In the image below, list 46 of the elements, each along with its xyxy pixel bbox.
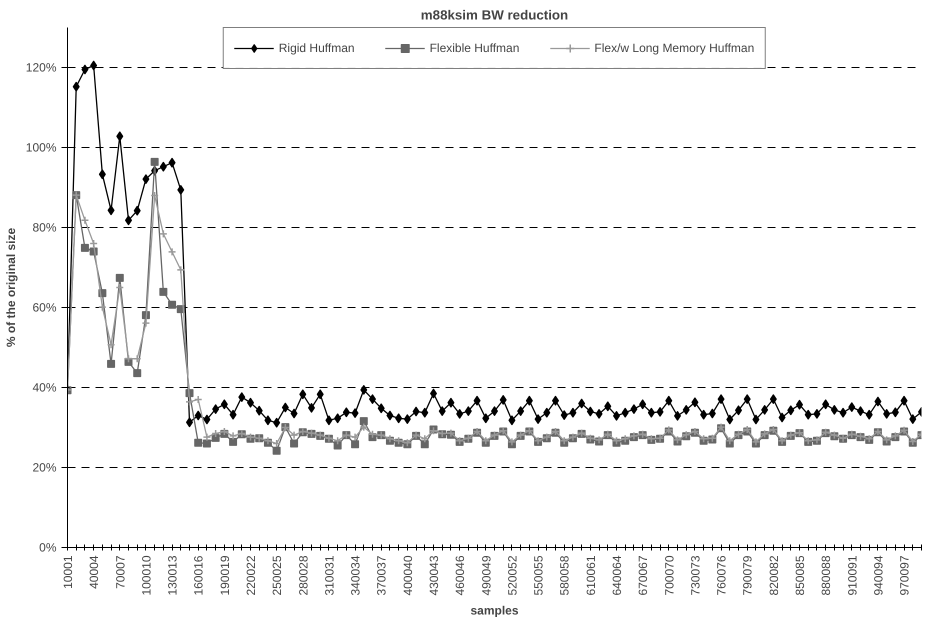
x-tick-label: 610061	[584, 555, 598, 596]
y-tick-label: 40%	[32, 380, 57, 394]
x-tick-label: 820082	[766, 555, 781, 596]
legend-label: Flexible Huffman	[430, 41, 520, 55]
y-axis-title: % of the original size	[4, 228, 18, 348]
x-tick-label: 10001	[61, 555, 75, 589]
x-tick-label: 340034	[348, 555, 363, 596]
x-tick-label: 910091	[845, 555, 860, 596]
x-tick-label: 790079	[740, 555, 755, 596]
y-tick-label: 80%	[32, 220, 57, 234]
x-tick-label: 640064	[610, 555, 624, 596]
x-tick-label: 700070	[662, 555, 676, 596]
y-tick-label: 120%	[26, 60, 57, 74]
y-tick-label: 0%	[39, 540, 57, 554]
legend-label: Rigid Huffman	[278, 41, 355, 55]
x-axis-title: samples	[470, 604, 519, 618]
x-tick-label: 70007	[113, 555, 128, 589]
x-tick-label: 160016	[192, 555, 206, 596]
x-tick-label: 760076	[714, 555, 729, 596]
x-tick-label: 970097	[898, 555, 912, 596]
y-tick-label: 20%	[32, 460, 57, 474]
y-tick-label: 60%	[32, 300, 57, 314]
legend-label: Flex/w Long Memory Huffman	[594, 41, 754, 55]
x-tick-label: 250025	[270, 555, 284, 596]
x-tick-label: 940094	[871, 555, 886, 596]
x-tick-label: 190019	[218, 555, 232, 596]
x-tick-label: 730073	[688, 555, 702, 596]
x-tick-label: 220022	[244, 555, 258, 596]
x-tick-label: 520052	[505, 555, 520, 596]
x-tick-label: 100010	[139, 555, 154, 596]
x-tick-label: 370037	[374, 555, 389, 596]
x-tick-label: 430043	[427, 555, 441, 596]
x-tick-label: 880088	[819, 555, 834, 596]
x-tick-label: 310031	[322, 555, 336, 596]
x-tick-label: 550055	[532, 555, 546, 596]
y-tick-label: 100%	[26, 140, 57, 154]
x-tick-label: 280028	[296, 555, 310, 596]
x-tick-label: 40004	[87, 555, 102, 589]
x-tick-label: 130013	[166, 555, 180, 596]
chart-title: m88ksim BW reduction	[420, 8, 568, 22]
x-tick-label: 460046	[453, 555, 468, 596]
x-tick-label: 850085	[793, 555, 807, 596]
x-tick-label: 670067	[636, 555, 650, 596]
x-tick-label: 400040	[400, 555, 415, 596]
x-tick-label: 490049	[479, 555, 494, 596]
x-tick-label: 580058	[558, 555, 572, 596]
